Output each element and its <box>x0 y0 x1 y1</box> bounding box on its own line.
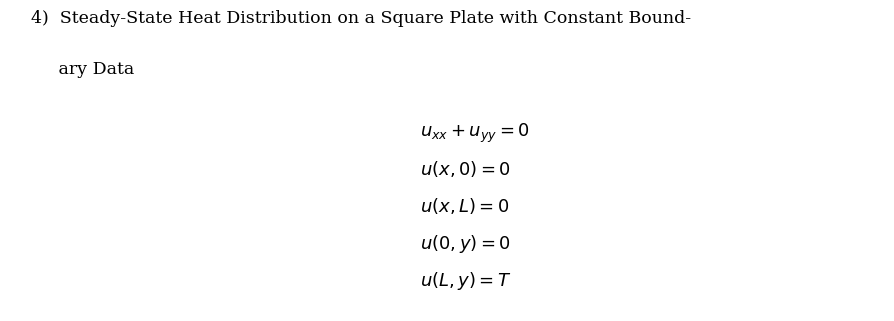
Text: $u(x, L) = 0$: $u(x, L) = 0$ <box>420 196 510 216</box>
Text: $u(0, y) = 0$: $u(0, y) = 0$ <box>420 233 511 255</box>
Text: $u(L, y) = T$: $u(L, y) = T$ <box>420 270 511 292</box>
Text: $u_{xx} + u_{yy} = 0$: $u_{xx} + u_{yy} = 0$ <box>420 122 530 145</box>
Text: 4)  Steady-State Heat Distribution on a Square Plate with Constant Bound-: 4) Steady-State Heat Distribution on a S… <box>31 10 691 27</box>
Text: ary Data: ary Data <box>31 61 134 78</box>
Text: $u(x, 0) = 0$: $u(x, 0) = 0$ <box>420 159 511 179</box>
